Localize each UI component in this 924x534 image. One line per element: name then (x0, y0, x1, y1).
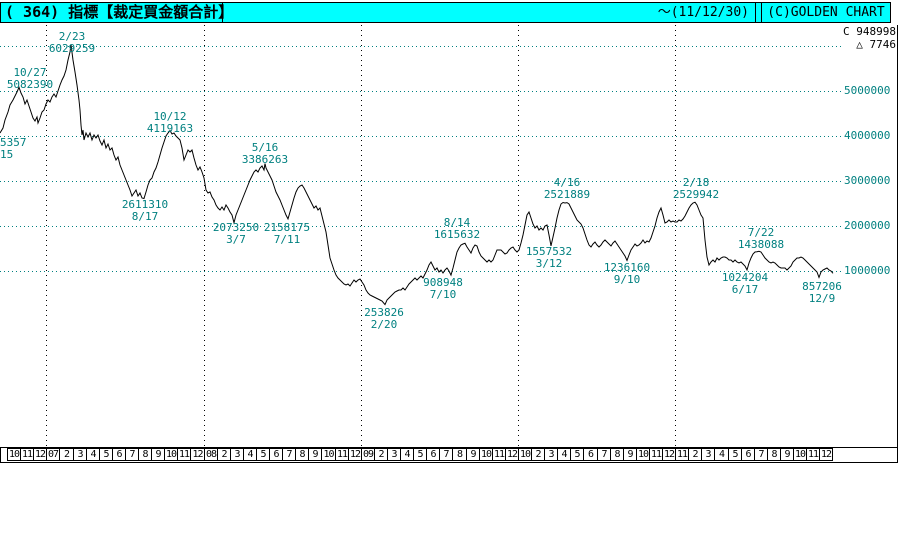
month-cell: 2 (217, 448, 231, 461)
month-cell: 10 (479, 448, 493, 461)
month-cell: 9 (151, 448, 165, 461)
point-annotation: 908948 7/10 (383, 277, 503, 301)
point-annotation: 5/16 3386263 (205, 142, 325, 166)
point-annotation: 1236160 9/10 (567, 262, 687, 286)
annotation-line: 8/17 (131, 210, 159, 223)
annotation-line: 6/17 (731, 283, 759, 296)
annotation-line: 2073250 (212, 221, 260, 234)
annotation-line: 7/22 (747, 226, 775, 239)
point-annotation: 2073250 3/7 (176, 222, 296, 246)
month-cell: 7 (597, 448, 611, 461)
point-annotation: 7/22 1438088 (701, 227, 821, 251)
month-cell: 2 (531, 448, 545, 461)
annotation-line: 10/12 (153, 110, 187, 123)
point-annotation: 5357 15 (0, 137, 27, 161)
month-cell: 12 (33, 448, 47, 461)
annotation-line: 6029259 (48, 42, 96, 55)
annotation-line: 2/20 (370, 318, 398, 331)
annotation-line: 1557532 (525, 245, 573, 258)
y-axis-tick-label: 3000000 (844, 174, 891, 187)
annotation-line: 857206 (802, 280, 842, 293)
value-gridline (0, 91, 841, 92)
month-cell: 10 (7, 448, 21, 461)
annotation-line: 8/14 (443, 216, 471, 229)
month-cell: 6 (426, 448, 440, 461)
year-gridline (675, 25, 676, 447)
point-annotation: 8/14 1615632 (397, 217, 517, 241)
month-cell: 4 (243, 448, 257, 461)
point-annotation: 253826 2/20 (324, 307, 444, 331)
annotation-line: 2521889 (543, 188, 591, 201)
y-axis-tick-label: 1000000 (844, 264, 891, 277)
annotation-line: 3386263 (241, 153, 289, 166)
annotation-line: 2158175 (263, 221, 311, 234)
annotation-line: 15 (0, 148, 14, 161)
quote-readout: C 948998 △ 7746 (843, 25, 896, 51)
point-annotation: 1024204 6/17 (685, 272, 805, 296)
point-annotation: 10/12 4119163 (110, 111, 230, 135)
month-cell: 5 (256, 448, 270, 461)
annotation-line: 12/9 (808, 292, 836, 305)
annotation-line: 4/16 (553, 176, 581, 189)
point-annotation: 4/16 2521889 (507, 177, 627, 201)
annotation-line: 1024204 (721, 271, 769, 284)
annotation-line: 253826 (364, 306, 404, 319)
annotation-line: 7/11 (273, 233, 301, 246)
period-label: ～(11/12/30) (657, 5, 749, 20)
y-axis-tick-label: 5000000 (844, 84, 891, 97)
annotation-line: 3/12 (535, 257, 563, 270)
year-gridline (361, 25, 362, 447)
annotation-line: 3/7 (226, 233, 246, 246)
annotation-line: 2611310 (121, 198, 169, 211)
month-cell: 11 (806, 448, 820, 461)
annotation-line: 7/10 (429, 288, 457, 301)
header-divider (755, 3, 756, 22)
plot-right-border (897, 25, 898, 463)
chart-title: ( 364) 指標【裁定買金額合計】 (1, 3, 233, 22)
year-gridline (518, 25, 519, 447)
annotation-line: 5357 (0, 136, 27, 149)
copyright-label: (C)GOLDEN CHART (761, 3, 890, 22)
month-cell: 3 (544, 448, 558, 461)
title-bar: ( 364) 指標【裁定買金額合計】 ～(11/12/30) (C)GOLDEN… (0, 2, 891, 23)
annotation-line: 4119163 (146, 122, 194, 135)
annotation-line: 5/16 (251, 141, 279, 154)
annotation-line: 2/18 (682, 176, 710, 189)
month-cell: 7 (125, 448, 139, 461)
annotation-line: 2/23 (58, 30, 86, 43)
time-axis-strip (0, 447, 898, 463)
month-cell: 4 (400, 448, 414, 461)
point-annotation: 10/27 5082390 (0, 67, 90, 91)
close-value: C 948998 (843, 25, 896, 38)
annotation-line: 5082390 (6, 78, 54, 91)
annotation-line: 10/27 (13, 66, 47, 79)
month-cell: 12 (819, 448, 833, 461)
annotation-line: 9/10 (613, 273, 641, 286)
annotation-line: 1236160 (603, 261, 651, 274)
y-axis-tick-label: 4000000 (844, 129, 891, 142)
change-value: △ 7746 (856, 38, 896, 51)
value-gridline (0, 136, 841, 137)
point-annotation: 2611310 8/17 (85, 199, 205, 223)
month-cell: 4 (86, 448, 100, 461)
point-annotation: 2/18 2529942 (636, 177, 756, 201)
annotation-line: 908948 (423, 276, 463, 289)
annotation-line: 1615632 (433, 228, 481, 241)
point-annotation: 2158175 7/11 (227, 222, 347, 246)
series-polyline (0, 44, 834, 306)
point-annotation: 857206 12/9 (762, 281, 882, 305)
annotation-line: 1438088 (737, 238, 785, 251)
annotation-line: 2529942 (672, 188, 720, 201)
point-annotation: 2/23 6029259 (12, 31, 132, 55)
point-annotation: 1557532 3/12 (489, 246, 609, 270)
y-axis-tick-label: 2000000 (844, 219, 891, 232)
month-cell: 8 (767, 448, 781, 461)
